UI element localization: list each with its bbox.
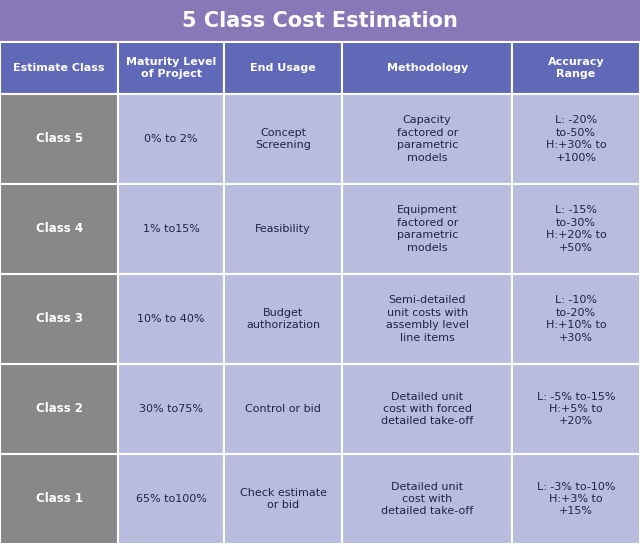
Bar <box>224 42 342 94</box>
Text: L: -20%
to-50%
H:+30% to
+100%: L: -20% to-50% H:+30% to +100% <box>546 115 606 163</box>
Bar <box>342 184 512 274</box>
Text: 10% to 40%: 10% to 40% <box>138 314 205 324</box>
Bar <box>512 94 640 184</box>
Text: Class 2: Class 2 <box>36 403 83 416</box>
Bar <box>0 274 118 364</box>
Bar <box>118 184 224 274</box>
Text: Feasibility: Feasibility <box>255 224 311 234</box>
Text: Check estimate
or bid: Check estimate or bid <box>240 488 326 510</box>
Bar <box>342 364 512 454</box>
Text: End Usage: End Usage <box>250 63 316 73</box>
Text: Concept
Screening: Concept Screening <box>255 128 311 150</box>
Bar <box>0 364 118 454</box>
Bar <box>118 42 224 94</box>
Text: Detailed unit
cost with forced
detailed take-off: Detailed unit cost with forced detailed … <box>381 392 474 426</box>
Bar <box>224 94 342 184</box>
Bar <box>342 454 512 544</box>
Text: Capacity
factored or
parametric
models: Capacity factored or parametric models <box>397 115 458 163</box>
Bar <box>342 274 512 364</box>
Text: 1% to15%: 1% to15% <box>143 224 200 234</box>
Text: 30% to75%: 30% to75% <box>140 404 204 414</box>
Text: L: -5% to-15%
H:+5% to
+20%: L: -5% to-15% H:+5% to +20% <box>537 392 615 426</box>
Bar <box>224 364 342 454</box>
Text: 65% to100%: 65% to100% <box>136 494 207 504</box>
Text: L: -15%
to-30%
H:+20% to
+50%: L: -15% to-30% H:+20% to +50% <box>546 206 606 252</box>
Text: Budget
authorization: Budget authorization <box>246 308 320 330</box>
Text: 0% to 2%: 0% to 2% <box>145 134 198 144</box>
Text: Class 5: Class 5 <box>36 133 83 145</box>
Bar <box>342 42 512 94</box>
Text: 5 Class Cost Estimation: 5 Class Cost Estimation <box>182 11 458 31</box>
Bar <box>512 42 640 94</box>
Bar <box>224 454 342 544</box>
Bar <box>342 94 512 184</box>
Text: Accuracy
Range: Accuracy Range <box>548 57 604 79</box>
Bar <box>512 364 640 454</box>
Text: Control or bid: Control or bid <box>245 404 321 414</box>
Bar <box>118 364 224 454</box>
Bar <box>118 454 224 544</box>
Text: Estimate Class: Estimate Class <box>13 63 105 73</box>
Text: Class 4: Class 4 <box>36 222 83 236</box>
Text: Methodology: Methodology <box>387 63 468 73</box>
Text: Semi-detailed
unit costs with
assembly level
line items: Semi-detailed unit costs with assembly l… <box>386 295 468 343</box>
Text: Class 3: Class 3 <box>36 312 83 325</box>
Bar <box>224 184 342 274</box>
Bar <box>0 42 118 94</box>
Bar <box>118 274 224 364</box>
Bar <box>0 184 118 274</box>
Text: L: -3% to-10%
H:+3% to
+15%: L: -3% to-10% H:+3% to +15% <box>537 481 615 516</box>
Bar <box>512 184 640 274</box>
Text: Detailed unit
cost with
detailed take-off: Detailed unit cost with detailed take-of… <box>381 481 474 516</box>
Bar <box>512 454 640 544</box>
Text: Class 1: Class 1 <box>36 492 83 505</box>
Bar <box>224 274 342 364</box>
Bar <box>118 94 224 184</box>
Bar <box>0 0 640 42</box>
Bar <box>0 454 118 544</box>
Text: Maturity Level
of Project: Maturity Level of Project <box>126 57 216 79</box>
Bar <box>512 274 640 364</box>
Text: L: -10%
to-20%
H:+10% to
+30%: L: -10% to-20% H:+10% to +30% <box>546 295 606 343</box>
Text: Equipment
factored or
parametric
models: Equipment factored or parametric models <box>397 206 458 252</box>
Bar <box>0 94 118 184</box>
